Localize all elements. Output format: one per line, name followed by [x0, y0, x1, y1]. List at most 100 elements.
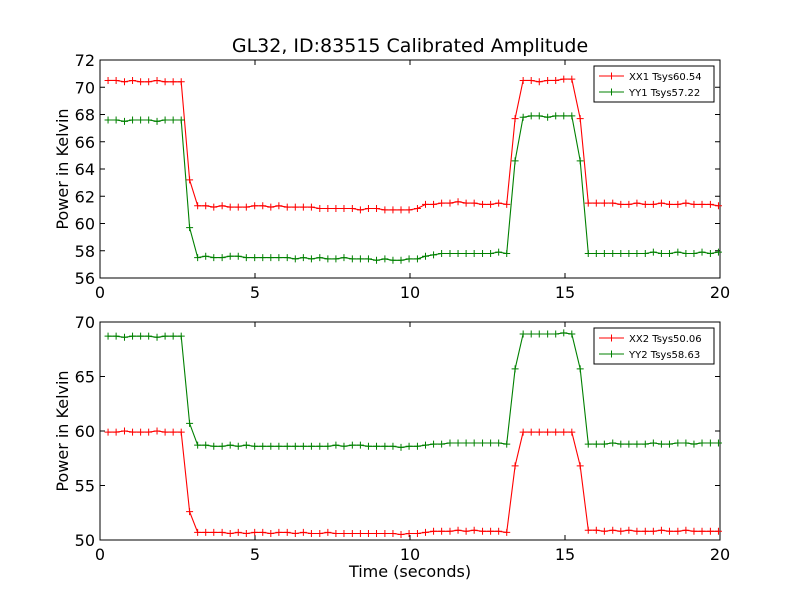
chart1-series-2-point — [242, 254, 250, 262]
chart2-series-2-point — [413, 442, 421, 450]
chart1-series-2-point — [519, 113, 527, 121]
chart2-series-1-point — [226, 529, 234, 537]
chart2-series-2-point — [283, 442, 291, 450]
chart2-series-2-point — [145, 332, 153, 340]
chart2-series-2-point — [316, 442, 324, 450]
chart2-series-1-point — [576, 462, 584, 470]
chart2-series-1-point — [487, 527, 495, 535]
chart1-series-2-point — [137, 116, 145, 124]
chart1-series-1-point — [633, 199, 641, 207]
chart2-series-1-point — [413, 529, 421, 537]
chart2-series-2-point — [649, 439, 657, 447]
chart1-series-1-point — [356, 206, 364, 214]
chart1-series-1-point — [169, 78, 177, 86]
chart1-legend-label: YY1 Tsys57.22 — [628, 88, 700, 99]
chart1-series-2-point — [454, 249, 462, 257]
chart2-series-1-point — [389, 529, 397, 537]
chart1-series-1-point — [194, 202, 202, 210]
chart1-series-1-point — [202, 202, 210, 210]
chart1-series-2-point — [153, 117, 161, 125]
chart2-series-2-point — [625, 440, 633, 448]
chart1-series-2-point — [291, 255, 299, 263]
chart2-series-1-point — [470, 526, 478, 534]
chart2-series-1-point — [332, 529, 340, 537]
chart1-series-1-point — [600, 199, 608, 207]
chart1-series-1-point — [576, 115, 584, 123]
chart2-series-1-point — [682, 526, 690, 534]
chart1-series-2-point — [356, 255, 364, 263]
chart1-legend: XX1 Tsys60.54 YY1 Tsys57.22 — [593, 65, 715, 103]
chart2-series-1-point — [364, 529, 372, 537]
chart2-series-1-point — [161, 428, 169, 436]
chart1-series-1-point — [104, 76, 112, 84]
chart2-series-1-point — [552, 428, 560, 436]
chart1-series-1-point — [332, 205, 340, 213]
chart1-series-2-point — [438, 249, 446, 257]
chart1-series-1-point — [568, 75, 576, 83]
chart1-series-2-point — [714, 248, 722, 256]
chart2-series-1-point — [202, 528, 210, 536]
chart2-series-2-point — [234, 442, 242, 450]
chart1-series-1-point — [446, 199, 454, 207]
chart1-series-1-line — [108, 78, 719, 211]
chart2-x-tick-label: 5 — [250, 545, 260, 564]
chart2-series-2-point — [104, 332, 112, 340]
chart1-y-tick-label: 68 — [75, 106, 95, 125]
chart2-series-2-point — [690, 440, 698, 448]
chart1-series-1-point — [641, 200, 649, 208]
chart1-series-2-point — [568, 112, 576, 120]
chart2-series-2-point — [364, 442, 372, 450]
chart2-series-2-line — [108, 332, 719, 448]
chart1-series-1-point — [657, 199, 665, 207]
chart2-series-1-point — [568, 428, 576, 436]
chart1-series-2-point — [104, 116, 112, 124]
chart1-x-tick-label: 10 — [400, 283, 420, 302]
chart2-series-1-point — [617, 527, 625, 535]
chart1-series-2-point — [576, 157, 584, 165]
chart1-series-2-point — [413, 255, 421, 263]
chart1-x-tick-label: 5 — [250, 283, 260, 302]
chart1-series-2-point — [267, 254, 275, 262]
chart2-series-2-point — [348, 441, 356, 449]
chart1-series-2-point — [397, 256, 405, 264]
chart1-series-1-point — [503, 200, 511, 208]
chart2-series-2-point — [511, 365, 519, 373]
chart2-series-1-point — [641, 527, 649, 535]
chart1-series-1-point — [307, 203, 315, 211]
chart1-series-1-point — [153, 76, 161, 84]
chart2-series-2-point — [641, 440, 649, 448]
chart2-series-1-point — [527, 428, 535, 436]
chart1-series-1-point — [454, 198, 462, 206]
chart2-series-2-point — [592, 440, 600, 448]
chart2-series-1-point — [592, 526, 600, 534]
chart1-series-1-point — [145, 78, 153, 86]
chart2-x-tick-label: 0 — [95, 545, 105, 564]
chart2-legend: XX2 Tsys50.06 YY2 Tsys58.63 — [593, 327, 715, 365]
chart1-series-2-point — [389, 256, 397, 264]
chart2-series-2-point — [340, 442, 348, 450]
chart1-series-1-point — [438, 199, 446, 207]
chart2-series-1-point — [218, 528, 226, 536]
chart1-y-tick-label: 70 — [75, 78, 95, 97]
chart2-series-1-point — [600, 527, 608, 535]
chart1-series-2-point — [112, 116, 120, 124]
chart2-series-1-point — [519, 428, 527, 436]
chart2-series-2-point — [487, 439, 495, 447]
chart1-series-1-point — [519, 76, 527, 84]
chart1-series-1-point — [674, 200, 682, 208]
chart1-series-2-point — [194, 254, 202, 262]
chart1-series-1-point — [324, 205, 332, 213]
chart1-series-1-point — [226, 203, 234, 211]
chart1-series-2-point — [698, 248, 706, 256]
chart1-series-2-point — [617, 249, 625, 257]
chart1-series-1-point — [698, 200, 706, 208]
chart1-series-1-point — [364, 205, 372, 213]
chart2-series-2-point — [568, 330, 576, 338]
chart1-series-2-point — [161, 116, 169, 124]
chart2-series-2-point — [535, 330, 543, 338]
chart2-series-1-point — [665, 527, 673, 535]
chart2-series-1-point — [446, 527, 454, 535]
chart2-series-2-point — [438, 440, 446, 448]
chart2-series-2-point — [584, 440, 592, 448]
